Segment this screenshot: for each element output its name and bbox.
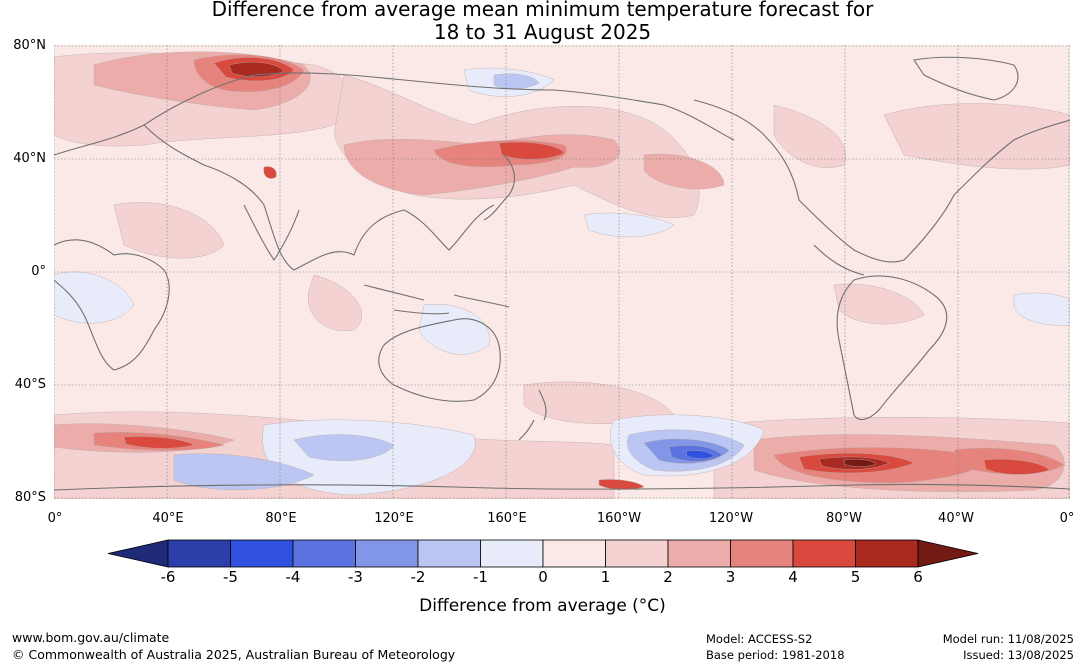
- lon-label-120e: 120°E: [374, 511, 414, 526]
- lat-label-80n: 80°N: [13, 38, 46, 53]
- colorbar-tick-label: 6: [913, 568, 923, 586]
- colorbar-tick-label: 2: [663, 568, 673, 586]
- lat-label-40n: 40°N: [13, 151, 46, 166]
- colorbar-segment: [167, 539, 231, 568]
- colorbar-segment: [605, 539, 669, 568]
- lon-label-80w: 80°W: [826, 511, 862, 526]
- colorbar-label: Difference from average (°C): [419, 596, 666, 616]
- footer-website: www.bom.gov.au/climate: [12, 630, 170, 645]
- lon-label-80e: 80°E: [265, 511, 297, 526]
- lat-label-40s: 40°S: [14, 377, 46, 392]
- colorbar-tick-label: 5: [850, 568, 861, 586]
- colorbar-tick-label: -5: [223, 568, 238, 586]
- lon-label-0-left: 0°: [47, 511, 63, 526]
- colorbar-tick-label: 0: [538, 568, 548, 586]
- colorbar-segment: [730, 539, 794, 568]
- footer-issued: Issued: 13/08/2025: [963, 648, 1074, 662]
- colorbar-segment: [855, 539, 919, 568]
- colorbar-tick-label: 1: [600, 568, 611, 586]
- colorbar-segment: [417, 539, 481, 568]
- colorbar-tick-label: 3: [725, 568, 736, 586]
- colorbar-segment: [480, 539, 544, 568]
- lon-label-160w: 160°W: [596, 511, 642, 526]
- colorbar-segment: [355, 539, 419, 568]
- footer-model-run: Model run: 11/08/2025: [942, 632, 1074, 646]
- footer-model: Model: ACCESS-S2: [706, 632, 813, 646]
- chart-title-line-1: Difference from average mean minimum tem…: [211, 0, 874, 21]
- colorbar-tick-label: -2: [410, 568, 426, 586]
- lat-label-80s: 80°S: [14, 490, 46, 505]
- lat-label-equator: 0°: [31, 264, 46, 279]
- graticule: [54, 45, 1070, 499]
- colorbar-tick-label: -6: [160, 568, 176, 586]
- footer-base-period: Base period: 1981-2018: [706, 648, 845, 662]
- lon-label-40w: 40°W: [938, 511, 974, 526]
- footer-copyright: © Commonwealth of Australia 2025, Austra…: [12, 647, 456, 662]
- lon-label-160e: 160°E: [487, 511, 527, 526]
- colorbar-segment: [542, 539, 606, 568]
- colorbar-tick-label: -3: [348, 568, 363, 586]
- colorbar-segment: [230, 539, 294, 568]
- anomaly-shading: [54, 51, 1070, 499]
- coastlines: [54, 56, 1070, 491]
- colorbar-tick-label: -4: [285, 568, 301, 586]
- colorbar-segment: [667, 539, 731, 568]
- chart-title-line-2: 18 to 31 August 2025: [433, 20, 652, 44]
- lon-label-0-right: 0°: [1059, 511, 1075, 526]
- colorbar: [107, 539, 979, 568]
- colorbar-segment: [292, 539, 356, 568]
- colorbar-segment: [792, 539, 856, 568]
- colorbar-arrow-high: [917, 539, 979, 568]
- lon-label-120w: 120°W: [708, 511, 754, 526]
- lon-label-40e: 40°E: [152, 511, 184, 526]
- anomaly-map: [54, 45, 1070, 499]
- colorbar-tick-label: -1: [473, 568, 488, 586]
- colorbar-tick-label: 4: [788, 568, 798, 586]
- colorbar-arrow-low: [107, 539, 169, 568]
